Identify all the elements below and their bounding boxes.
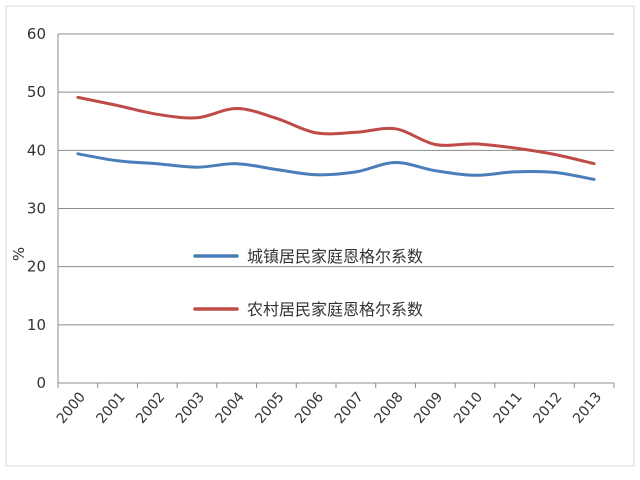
y-tick-label-50: 50 — [27, 83, 46, 101]
data-point-rural-2004 — [235, 107, 238, 110]
data-point-urban-2002 — [156, 162, 159, 165]
data-point-urban-2004 — [235, 162, 238, 165]
series-lines — [76, 95, 596, 181]
data-point-rural-2001 — [116, 104, 119, 107]
data-point-rural-2005 — [275, 117, 278, 120]
data-point-urban-2007 — [354, 170, 357, 173]
y-tick-label-60: 60 — [27, 25, 46, 43]
legend-label-rural: 农村居民家庭恩格尔系数 — [247, 300, 423, 319]
y-axis-ticks: 0 10 20 30 40 50 60 — [27, 25, 46, 392]
data-point-rural-2007 — [354, 131, 357, 134]
data-point-urban-2012 — [553, 171, 556, 174]
series-line-urban — [76, 152, 596, 181]
data-point-rural-2013 — [593, 162, 596, 165]
data-point-urban-2006 — [315, 173, 318, 176]
data-point-rural-2012 — [553, 153, 556, 156]
data-point-urban-2001 — [116, 159, 119, 162]
data-point-urban-2008 — [394, 161, 397, 164]
data-point-urban-2003 — [196, 166, 199, 169]
data-point-rural-2010 — [474, 142, 477, 145]
data-point-rural-2008 — [394, 127, 397, 130]
data-point-urban-2013 — [593, 178, 596, 181]
data-point-rural-2011 — [513, 147, 516, 150]
data-point-rural-2009 — [434, 143, 437, 146]
data-point-urban-2009 — [434, 169, 437, 172]
data-point-rural-2000 — [76, 96, 79, 99]
series-line-rural — [76, 95, 596, 166]
y-tick-label-0: 0 — [36, 374, 46, 392]
data-point-urban-2000 — [76, 152, 79, 155]
data-point-rural-2002 — [156, 113, 159, 116]
y-axis-title: % — [10, 247, 28, 261]
data-point-urban-2005 — [275, 168, 278, 171]
data-point-rural-2006 — [315, 131, 318, 134]
chart-frame — [5, 5, 635, 467]
legend-label-urban: 城镇居民家庭恩格尔系数 — [247, 247, 423, 266]
y-tick-label-20: 20 — [27, 258, 46, 276]
y-tick-label-10: 10 — [27, 316, 46, 334]
data-point-urban-2010 — [474, 174, 477, 177]
data-point-urban-2011 — [513, 170, 516, 173]
gridlines — [58, 33, 614, 326]
data-point-rural-2003 — [196, 116, 199, 119]
y-tick-label-30: 30 — [27, 200, 46, 218]
y-tick-label-40: 40 — [27, 141, 46, 159]
